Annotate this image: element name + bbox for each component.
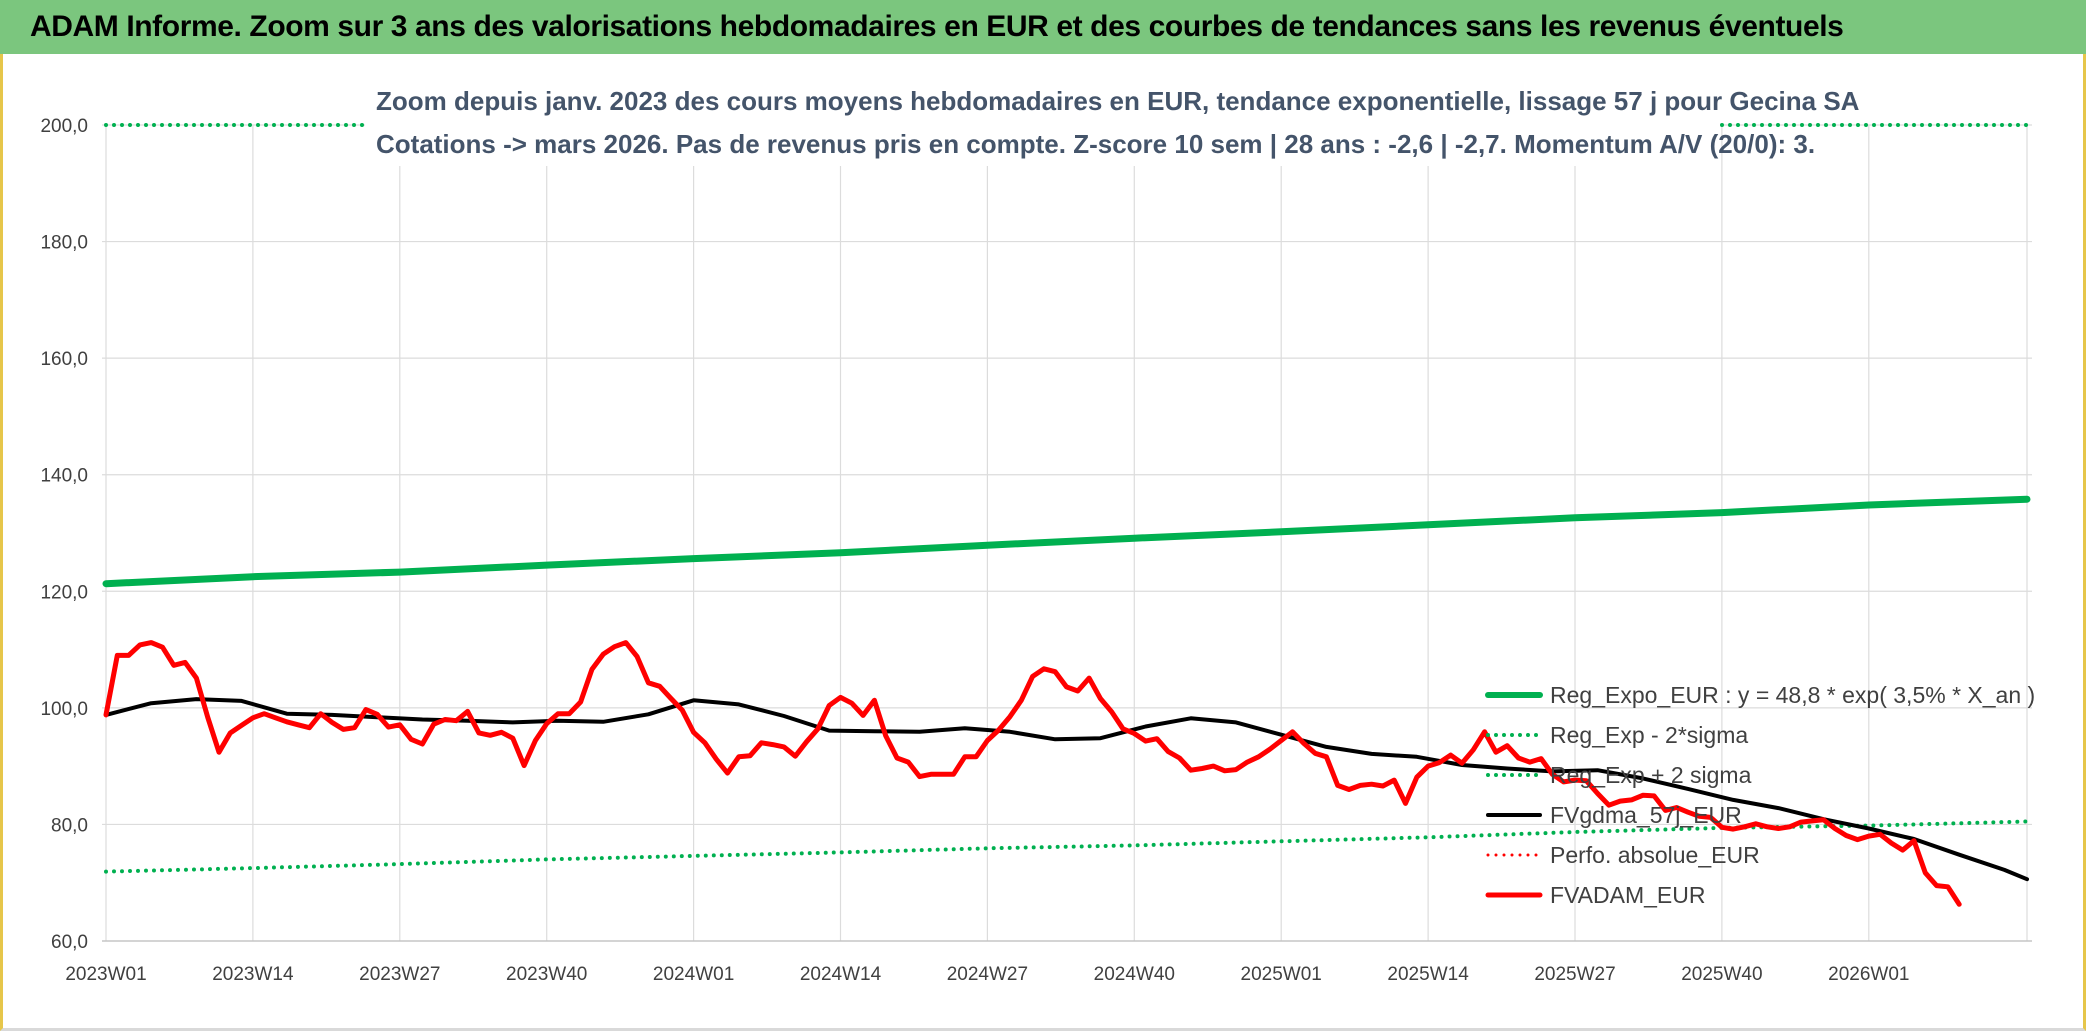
legend-label: Reg_Expo_EUR : y = 48,8 * exp( 3,5% * X_… (1550, 682, 2035, 708)
x-tick-label: 2024W27 (947, 964, 1028, 985)
tick-labels: 60,0 80,0 100,0 120,0 140,0 160,0 180,0 200,0 20… (40, 116, 1909, 985)
x-tick-label: 2024W14 (800, 964, 882, 985)
y-tick-label: 180,0 (40, 233, 88, 254)
series-line-fvgdma-57j-eur (104, 697, 2029, 882)
y-tick-label: 60,0 (51, 932, 88, 953)
y-tick-label: 140,0 (40, 466, 88, 487)
chart-subtitle: Zoom depuis janv. 2023 des cours moyens … (365, 76, 1860, 166)
legend-label: Reg_Exp + 2 sigma (1550, 762, 1752, 788)
gridlines (102, 124, 2032, 942)
y-tick-label: 160,0 (40, 349, 88, 370)
y-tick-label: 80,0 (51, 815, 88, 836)
x-tick-label: 2023W27 (359, 964, 440, 985)
y-tick-label: 100,0 (40, 699, 88, 720)
x-tick-label: 2025W40 (1681, 964, 1762, 985)
legend: Reg_Expo_EUR : y = 48,8 * exp( 3,5% * X_… (1485, 682, 2035, 908)
x-tick-label: 2023W40 (506, 964, 587, 985)
series-line-reg-exp-2-sigma (104, 819, 2029, 874)
x-tick-label: 2026W01 (1828, 964, 1909, 985)
y-tick-label: 120,0 (40, 582, 88, 603)
legend-label: FVADAM_EUR (1550, 882, 1706, 908)
x-tick-label: 2024W40 (1094, 964, 1175, 985)
subtitle-line-1: Zoom depuis janv. 2023 des cours moyens … (376, 86, 1860, 116)
legend-label: FVgdma_57j_EUR (1550, 802, 1742, 828)
x-tick-label: 2025W14 (1387, 964, 1469, 985)
subtitle-line-2: Cotations -> mars 2026. Pas de revenus p… (376, 129, 1815, 159)
report-header: ADAM Informe. Zoom sur 3 ans des valoris… (0, 0, 2086, 54)
x-tick-label: 2025W27 (1534, 964, 1615, 985)
series-line-reg-expo-eur-y-48-8-exp-3-5-x-an (102, 495, 2031, 588)
x-tick-label: 2023W14 (212, 964, 294, 985)
report-title: ADAM Informe. Zoom sur 3 ans des valoris… (30, 10, 1844, 43)
legend-label: Reg_Exp - 2*sigma (1550, 722, 1748, 748)
x-tick-label: 2025W01 (1241, 964, 1322, 985)
x-tick-label: 2024W01 (653, 964, 734, 985)
x-tick-label: 2023W01 (65, 964, 146, 985)
y-tick-label: 200,0 (40, 116, 88, 137)
legend-label: Perfo. absolue_EUR (1550, 842, 1760, 868)
series-line-fvadam-eur (103, 640, 1962, 907)
subtitle-background (365, 76, 1720, 166)
series-group (102, 123, 2031, 907)
